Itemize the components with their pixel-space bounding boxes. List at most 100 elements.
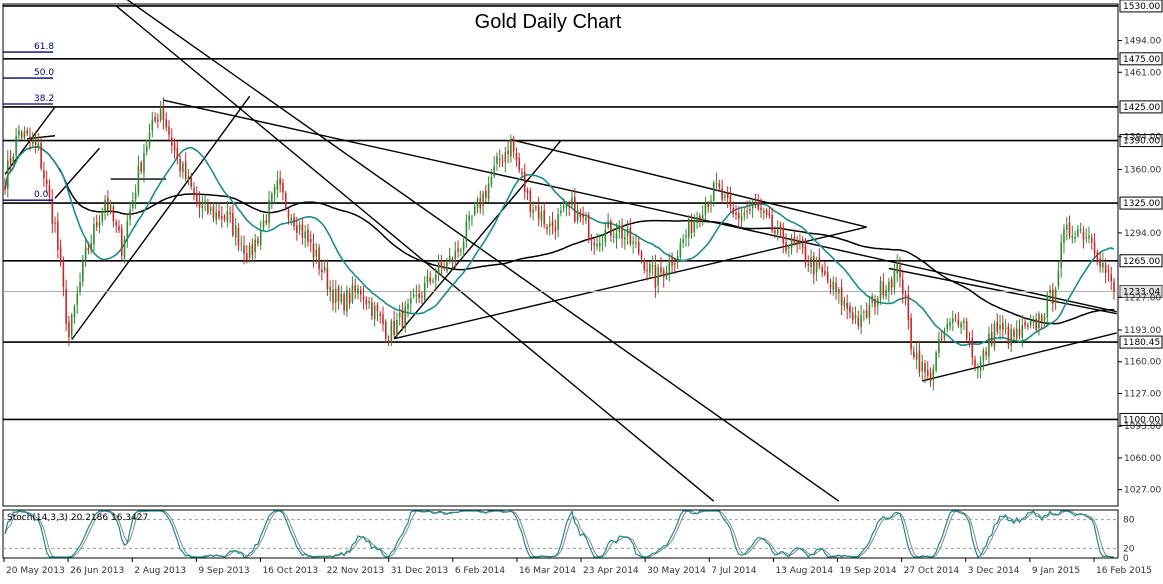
- candle-body: [882, 281, 885, 296]
- date-label: 22 Nov 2013: [327, 566, 385, 576]
- candle-body: [968, 340, 971, 342]
- candle-body: [710, 200, 712, 205]
- candle-body: [115, 221, 117, 226]
- candle-body: [407, 304, 409, 309]
- candle-body: [176, 147, 179, 158]
- candle-body: [974, 359, 976, 368]
- candle-body: [888, 282, 890, 292]
- candle-body: [532, 209, 534, 213]
- stochastic-k-line: [4, 509, 1114, 558]
- candle-body: [204, 200, 206, 204]
- candle-body: [774, 230, 776, 234]
- candle-body: [34, 141, 37, 145]
- candle-body: [109, 205, 112, 212]
- candle-body: [599, 243, 601, 247]
- candle-body: [148, 132, 151, 147]
- candle-body: [193, 187, 195, 194]
- candle-body: [949, 322, 951, 327]
- candle-body: [259, 229, 262, 246]
- candle-body: [107, 197, 109, 211]
- candle-body: [485, 190, 487, 198]
- stochastic-tick-label: 80: [1123, 516, 1135, 526]
- candle-body: [90, 242, 92, 250]
- candle-body: [926, 369, 929, 376]
- candle-body: [885, 290, 887, 297]
- level-label-box: [1119, 52, 1163, 66]
- price-tick-label: 1394.00: [1124, 133, 1161, 143]
- candle-body: [29, 136, 31, 142]
- candle-body: [273, 187, 276, 195]
- candle-body: [143, 153, 145, 173]
- candle-body: [151, 119, 154, 131]
- fibonacci-label: 50.0: [34, 68, 54, 78]
- candle-body: [512, 138, 515, 152]
- candle-body: [988, 333, 990, 357]
- candle-body: [865, 310, 868, 318]
- candle-body: [751, 204, 754, 209]
- candle-body: [662, 270, 665, 278]
- candle-body: [757, 202, 760, 209]
- level-label-box: [1119, 412, 1163, 426]
- candle-body: [209, 207, 212, 211]
- candle-body: [526, 189, 529, 193]
- date-label: 13 Aug 2014: [775, 566, 833, 576]
- candle-body: [896, 264, 899, 274]
- candle-body: [601, 243, 604, 245]
- candle-body: [743, 212, 746, 216]
- candle-body: [1077, 229, 1079, 236]
- candle-body: [654, 264, 657, 288]
- trendline: [510, 138, 867, 228]
- candle-body: [621, 226, 623, 239]
- candle-body: [1013, 330, 1015, 337]
- candle-body: [1004, 328, 1007, 330]
- candle-body: [1065, 224, 1068, 230]
- fibonacci-levels: 61.8 50.0 38.2 0.0: [3, 42, 54, 201]
- candle-body: [70, 315, 73, 336]
- candle-body: [507, 150, 509, 154]
- candle-body: [296, 225, 298, 233]
- candle-body: [471, 217, 473, 219]
- candle-body: [840, 287, 843, 306]
- candle-body: [913, 351, 915, 358]
- candle-body: [907, 294, 910, 321]
- date-label: 19 Sep 2014: [840, 566, 897, 576]
- candle-body: [904, 294, 907, 297]
- candle-body: [348, 292, 351, 304]
- candle-body: [87, 247, 90, 251]
- candle-body: [257, 238, 259, 244]
- candle-body: [1085, 237, 1088, 239]
- candle-body: [1063, 228, 1065, 243]
- candle-body: [1015, 328, 1018, 339]
- candle-body: [498, 159, 501, 161]
- date-label: 16 Feb 2015: [1096, 566, 1152, 576]
- candle-body: [687, 219, 690, 238]
- candle-body: [284, 192, 287, 208]
- horizontal-levels: 1530.00 1475.00 1425.00 1390.00 1325.00 1265.…: [3, 0, 1163, 426]
- candle-body: [418, 293, 420, 298]
- candle-body: [351, 285, 354, 302]
- candle-body: [157, 119, 159, 122]
- candle-body: [604, 229, 607, 243]
- candle-body: [365, 299, 368, 305]
- stochastic-tick-label: 0: [1123, 554, 1129, 564]
- candle-body: [6, 160, 9, 189]
- candlesticks: [4, 97, 1115, 391]
- candle-body: [610, 221, 612, 237]
- candle-body: [615, 233, 618, 239]
- candle-body: [40, 142, 42, 169]
- price-tick-label: 1093.00: [1124, 422, 1161, 432]
- stochastic-panel-frame: [2, 509, 1119, 559]
- fibonacci-label: 61.8: [34, 42, 54, 52]
- candle-body: [893, 271, 896, 288]
- candle-body: [918, 350, 921, 372]
- candle-body: [26, 130, 29, 134]
- candle-body: [779, 225, 782, 229]
- candle-body: [576, 209, 579, 221]
- candle-body: [960, 323, 962, 328]
- level-label-box: [1119, 100, 1163, 114]
- candle-body: [190, 177, 193, 187]
- candle-body: [1110, 274, 1113, 281]
- candle-body: [1090, 237, 1093, 243]
- candle-body: [693, 220, 696, 233]
- date-label: 16 Mar 2014: [519, 566, 576, 576]
